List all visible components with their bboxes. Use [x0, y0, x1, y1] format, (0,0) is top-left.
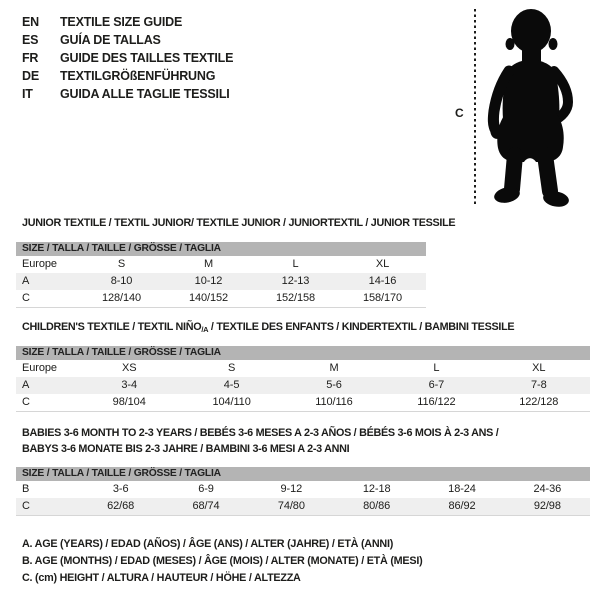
height-cell: 80/86: [363, 500, 391, 512]
guide-title: GUÍA DE TALLAS: [60, 33, 161, 47]
age-cell: 14-16: [368, 275, 397, 287]
junior-table-title: JUNIOR TEXTILE / TEXTIL JUNIOR/ TEXTILE …: [22, 217, 456, 229]
language-code: DE: [22, 69, 39, 83]
guide-title: GUIDE DES TAILLES TEXTILE: [60, 51, 234, 65]
row-label: A: [22, 379, 30, 391]
size-cell: S: [117, 258, 126, 270]
row-label: Europe: [22, 258, 57, 270]
age-cell: 7-8: [530, 379, 547, 391]
size-cell: M: [203, 258, 214, 270]
language-row: ES GUÍA DE TALLAS: [22, 31, 233, 49]
size-header-row: SIZE / TALLA / TAILLE / GRÖSSE / TAGLIA: [16, 467, 590, 481]
toddler-silhouette-icon: [487, 9, 574, 207]
children-title-text: / TEXTILE DES ENFANTS / KINDERTEXTIL / B…: [208, 321, 515, 333]
size-cell: M: [329, 362, 339, 374]
size-cell: L: [433, 362, 440, 374]
legend-line-b: B. AGE (MONTHS) / EDAD (MESES) / ÂGE (MO…: [22, 554, 423, 567]
row-label: C: [22, 292, 30, 304]
language-code: IT: [22, 87, 33, 101]
age-cell: 6-9: [198, 483, 214, 495]
table-row: C 62/68 68/74 74/80 80/86 86/92 92/98: [16, 498, 590, 515]
children-title-text: CHILDREN'S TEXTILE / TEXTIL NIÑO: [22, 321, 202, 333]
children-size-table: SIZE / TALLA / TAILLE / GRÖSSE / TAGLIA …: [16, 346, 590, 412]
babies-table-title: BABIES 3-6 MONTH TO 2-3 YEARS / BEBÉS 3-…: [22, 425, 499, 457]
age-cell: 12-13: [281, 275, 310, 287]
table-row: C 98/104 104/110 110/116 116/122 122/128: [16, 394, 590, 411]
height-cell: 98/104: [112, 396, 146, 408]
row-label: B: [22, 483, 30, 495]
babies-size-table: SIZE / TALLA / TAILLE / GRÖSSE / TAGLIA …: [16, 467, 590, 516]
row-label: Europe: [22, 362, 57, 374]
age-cell: 12-18: [362, 483, 391, 495]
height-cell: 104/110: [212, 396, 251, 408]
height-cell: 116/122: [417, 396, 456, 408]
age-cell: 5-6: [326, 379, 342, 391]
age-cell: 6-7: [428, 379, 445, 391]
age-cell: 9-12: [280, 483, 303, 495]
size-header-row: SIZE / TALLA / TAILLE / GRÖSSE / TAGLIA: [16, 242, 426, 256]
height-cell: 140/152: [188, 292, 229, 304]
guide-title: TEXTILE SIZE GUIDE: [60, 15, 183, 29]
babies-title-line: BABIES 3-6 MONTH TO 2-3 YEARS / BEBÉS 3-…: [22, 427, 499, 439]
size-cell: L: [292, 258, 299, 270]
legend-line-c: C. (cm) HEIGHT / ALTURA / HAUTEUR / HÖHE…: [22, 571, 301, 584]
row-label: C: [22, 500, 30, 512]
table-row: Europe S M L XL: [16, 256, 426, 273]
height-cell: 62/68: [107, 500, 135, 512]
guide-title: TEXTILGRÖßENFÜHRUNG: [60, 69, 216, 83]
language-code: EN: [22, 15, 39, 29]
age-cell: 3-4: [121, 379, 137, 391]
height-marker-label: C: [455, 106, 464, 120]
children-table-title: CHILDREN'S TEXTILE / TEXTIL NIÑO/A / TEX…: [22, 319, 515, 338]
junior-size-table: SIZE / TALLA / TAILLE / GRÖSSE / TAGLIA …: [16, 242, 426, 308]
language-code: ES: [22, 33, 39, 47]
row-label: A: [22, 275, 30, 287]
age-cell: 4-5: [223, 379, 240, 391]
guide-title: GUIDA ALLE TAGLIE TESSILI: [60, 87, 230, 101]
age-cell: 10-12: [194, 275, 223, 287]
size-header-row: SIZE / TALLA / TAILLE / GRÖSSE / TAGLIA: [16, 346, 590, 360]
language-code: FR: [22, 51, 39, 65]
table-row: B 3-6 6-9 9-12 12-18 18-24 24-36: [16, 481, 590, 498]
legend: A. AGE (YEARS) / EDAD (AÑOS) / ÂGE (ANS)…: [22, 536, 423, 586]
size-cell: S: [227, 362, 236, 374]
height-cell: 128/140: [101, 292, 142, 304]
height-cell: 122/128: [519, 396, 559, 408]
table-row: C 128/140 140/152 152/158 158/170: [16, 290, 426, 307]
height-cell: 86/92: [448, 500, 476, 512]
size-cell: XS: [121, 362, 137, 374]
age-cell: 8-10: [110, 275, 133, 287]
language-row: IT GUIDA ALLE TAGLIE TESSILI: [22, 85, 233, 103]
height-cell: 92/98: [533, 500, 561, 512]
language-row: EN TEXTILE SIZE GUIDE: [22, 13, 233, 31]
height-cell: 74/80: [277, 500, 305, 512]
children-title-sub: /A: [201, 325, 209, 334]
size-cell: XL: [375, 258, 390, 270]
age-cell: 18-24: [448, 483, 476, 495]
language-title-list: EN TEXTILE SIZE GUIDE ES GUÍA DE TALLAS FR…: [22, 13, 233, 103]
height-cell: 158/170: [362, 292, 403, 304]
height-measure-dotted-line: [474, 9, 476, 206]
legend-line-a: A. AGE (YEARS) / EDAD (AÑOS) / ÂGE (ANS)…: [22, 538, 394, 550]
size-cell: XL: [532, 362, 546, 374]
language-row: DE TEXTILGRÖßENFÜHRUNG: [22, 67, 233, 85]
height-cell: 152/158: [275, 292, 316, 304]
height-cell: 110/116: [315, 396, 353, 408]
language-row: FR GUIDE DES TAILLES TEXTILE: [22, 49, 233, 67]
babies-title-line: BABYS 3-6 MONATE BIS 2-3 JAHRE / BAMBINI…: [22, 443, 350, 455]
age-cell: 3-6: [112, 483, 129, 495]
table-row: A 8-10 10-12 12-13 14-16: [16, 273, 426, 290]
age-cell: 24-36: [533, 483, 562, 495]
table-row: Europe XS S M L XL: [16, 360, 590, 377]
height-cell: 68/74: [192, 500, 220, 512]
row-label: C: [22, 396, 30, 408]
table-row: A 3-4 4-5 5-6 6-7 7-8: [16, 377, 590, 394]
